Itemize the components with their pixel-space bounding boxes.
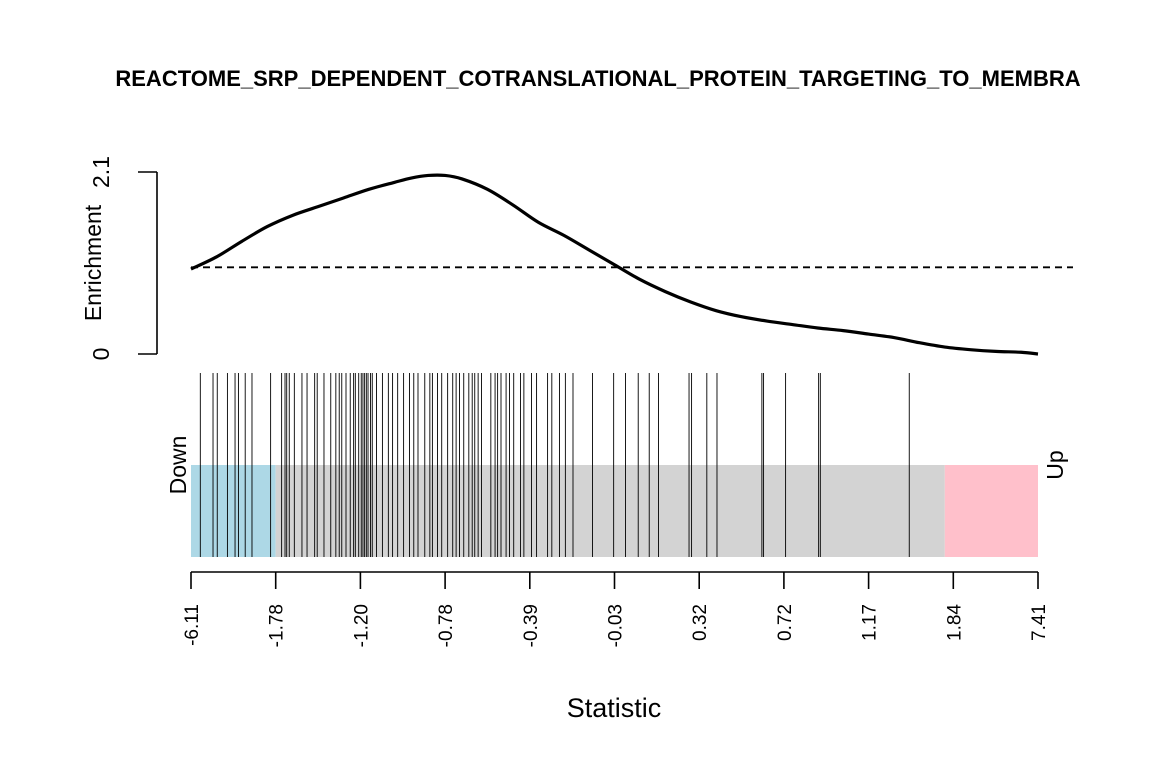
chart-title: REACTOME_SRP_DEPENDENT_COTRANSLATIONAL_P… [115, 66, 1080, 91]
x-axis-label: Statistic [567, 693, 662, 723]
region-up [944, 465, 1038, 557]
y-tick-label: 0 [88, 348, 114, 361]
y-tick-label: 2.1 [88, 156, 114, 188]
down-label: Down [165, 436, 191, 495]
x-tick-label: 0.72 [775, 604, 796, 641]
up-label: Up [1042, 450, 1068, 479]
x-tick-label: -0.03 [606, 604, 627, 647]
x-tick-label: -1.20 [351, 604, 372, 647]
x-tick-label: 1.17 [860, 604, 881, 641]
region-neutral [275, 465, 945, 557]
enrichment-curve [190, 173, 1039, 356]
enrichment-axis: 02.1 [88, 156, 158, 361]
barcode-lines [199, 373, 910, 557]
y-axis-label: Enrichment [80, 204, 106, 321]
x-tick-label: -6.11 [182, 604, 203, 646]
x-tick-label: 1.84 [944, 604, 965, 641]
x-tick-label: 0.32 [690, 604, 711, 641]
x-tick-label: -0.39 [521, 604, 542, 647]
x-tick-label: -0.78 [436, 604, 457, 647]
region-down [191, 465, 276, 557]
x-tick-label: -1.78 [267, 604, 288, 647]
x-tick-label: 7.41 [1029, 604, 1050, 641]
x-axis: -6.11 -1.78 -1.20 -0.78 -0.39 -0.03 0.32 0.72 1.… [182, 571, 1050, 647]
statistic-region-bars [191, 465, 1038, 557]
